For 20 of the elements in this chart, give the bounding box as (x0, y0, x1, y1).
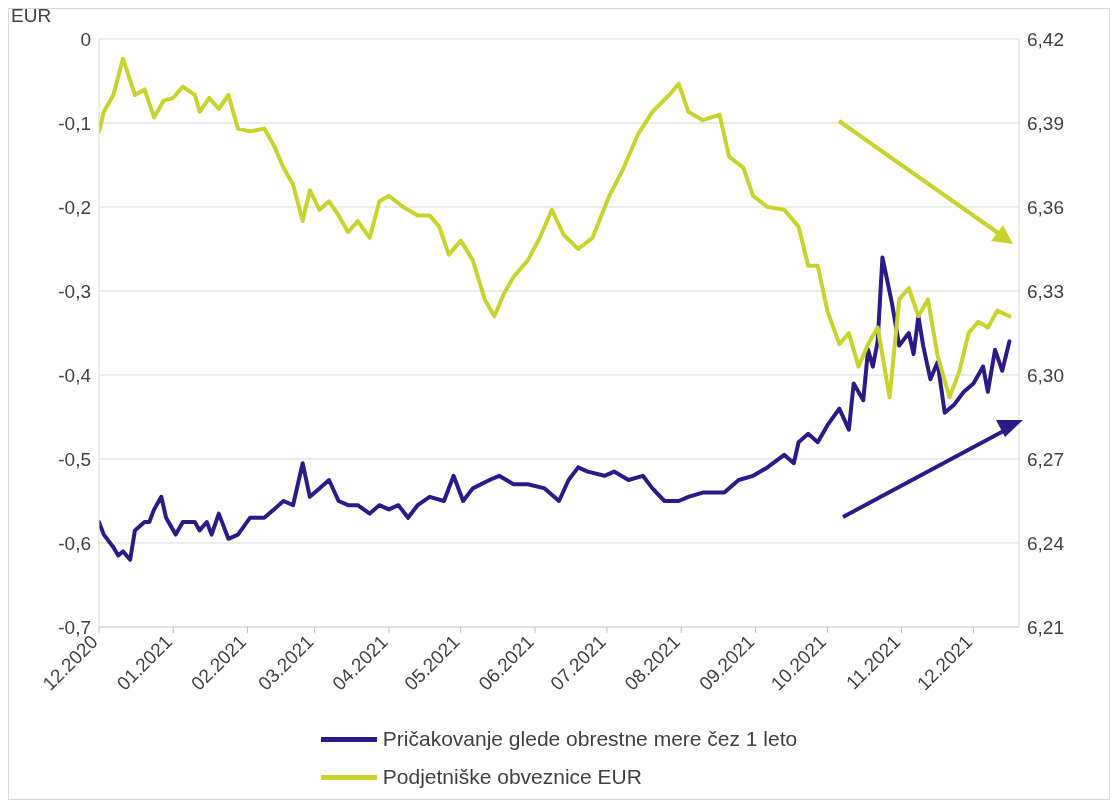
line-series (99, 56, 1012, 400)
y2-tick-label: 6,36 (1027, 196, 1064, 218)
y2-tick-label: 6,33 (1027, 280, 1064, 302)
y2-tick-label: 6,24 (1027, 532, 1065, 554)
y-tick-label: -0,1 (58, 112, 91, 134)
y2-tick-label: 6,27 (1027, 448, 1064, 470)
y-tick-label: -0,4 (58, 364, 92, 386)
legend-label: Podjetniške obveznice EUR (382, 765, 642, 789)
line-series (99, 255, 1012, 562)
legend-label: Pričakovanje glede obrestne mere čez 1 leto (382, 727, 798, 751)
y2-tick-label: 6,30 (1027, 364, 1064, 386)
y-tick-label: -0,2 (58, 196, 91, 218)
y2-tick-label: 6,42 (1027, 28, 1064, 50)
y-tick-label: -0,3 (58, 280, 91, 302)
y-tick-label: 0 (80, 28, 91, 50)
y2-tick-label: 6,21 (1027, 616, 1064, 638)
y-tick-label: -0,6 (58, 532, 91, 554)
y-tick-label: -0,5 (58, 448, 91, 470)
text: EUR (11, 5, 52, 27)
y2-tick-label: 6,39 (1027, 112, 1064, 134)
